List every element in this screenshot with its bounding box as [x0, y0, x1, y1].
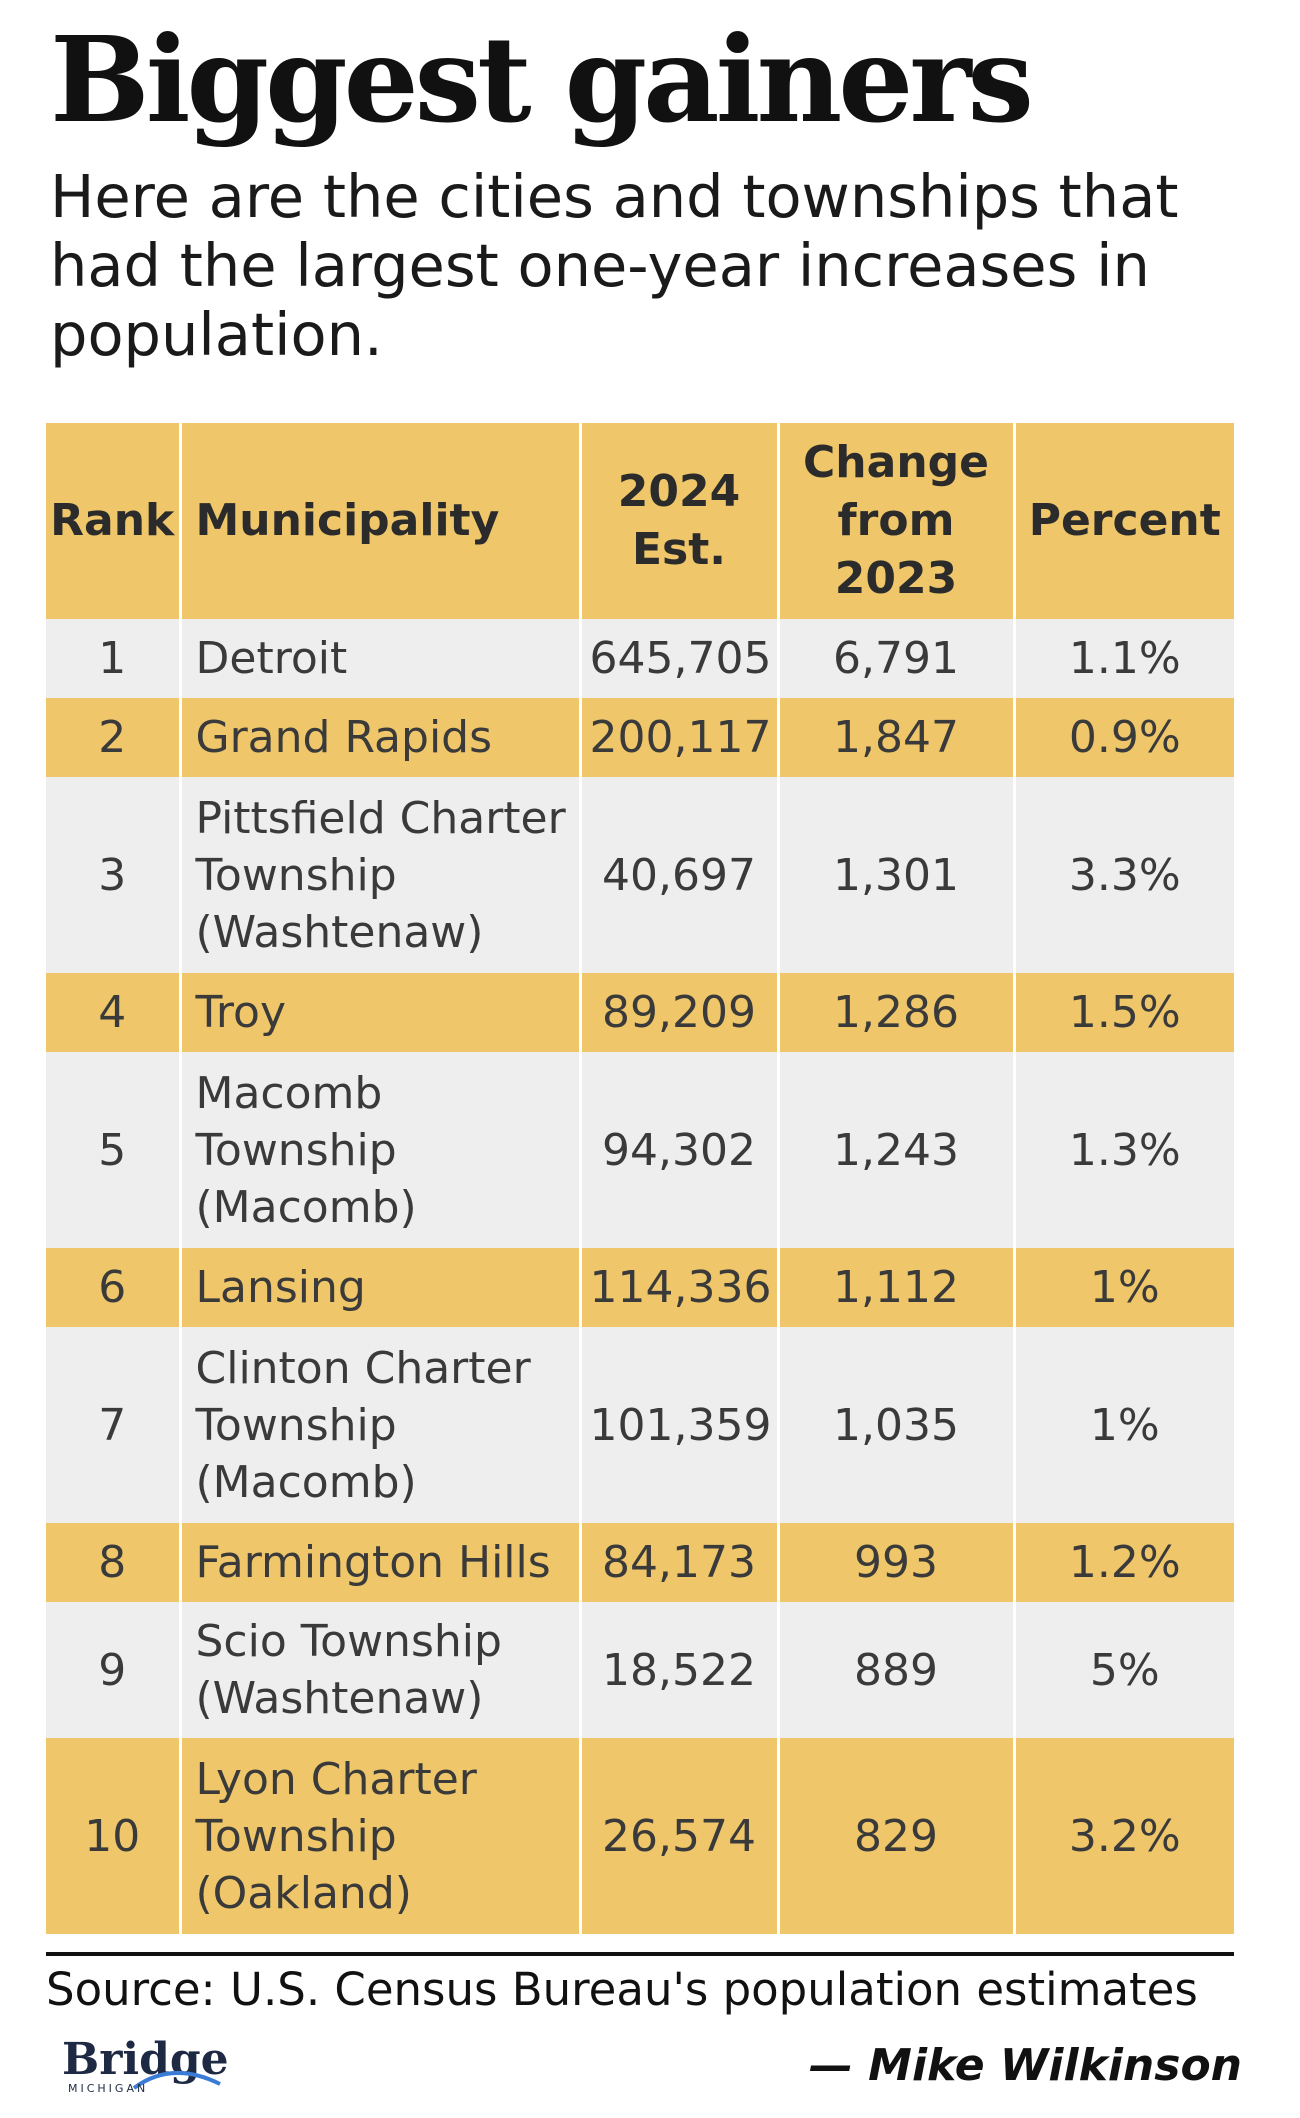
population-table-container: Rank Municipality 2024 Est. Change from … [46, 423, 1234, 1934]
cell-percent: 1.3% [1068, 1124, 1181, 1176]
cell-estimate: 200,117 [580, 698, 780, 777]
cell-municipality: Lyon Charter Township (Oakland) [180, 1738, 582, 1934]
cell-change: 889 [778, 1602, 1016, 1738]
cell-municipality: Lansing [180, 1248, 582, 1327]
cell-estimate: 114,336 [580, 1248, 780, 1327]
cell-change: 829 [778, 1738, 1016, 1934]
header-percent: Percent [1028, 495, 1221, 546]
cell-municipality: Scio Township (Washtenaw) [180, 1602, 582, 1738]
cell-change: 993 [778, 1523, 1016, 1602]
table-row: 1 Detroit 645,705 6,791 1.1% [46, 619, 1234, 698]
header-change: Change from 2023 [778, 423, 1016, 619]
cell-municipality: Macomb Township (Macomb) [180, 1052, 582, 1248]
table-row: 10 Lyon Charter Township (Oakland) 26,57… [46, 1738, 1234, 1934]
cell-rank: 1 [46, 619, 182, 698]
cell-estimate: 84,173 [580, 1523, 780, 1602]
table-row: 7 Clinton Charter Township (Macomb) 101,… [46, 1327, 1234, 1523]
cell-rank: 7 [46, 1327, 182, 1523]
cell-municipality: Clinton Charter Township (Macomb) [180, 1327, 582, 1523]
page-title: Biggest gainers [50, 10, 1034, 149]
table-row: 4 Troy 89,209 1,286 1.5% [46, 973, 1234, 1052]
cell-change: 1,035 [778, 1327, 1016, 1523]
header-municipality: Municipality [180, 423, 582, 619]
table-row: 6 Lansing 114,336 1,112 1% [46, 1248, 1234, 1327]
page-subtitle: Here are the cities and townships that h… [50, 162, 1179, 369]
table-row: 9 Scio Township (Washtenaw) 18,522 889 5… [46, 1602, 1234, 1738]
cell-rank: 9 [46, 1602, 182, 1738]
table-header-row: Rank Municipality 2024 Est. Change from … [46, 423, 1234, 619]
table-row: 3 Pittsfield Charter Township (Washtenaw… [46, 777, 1234, 973]
cell-estimate: 645,705 [580, 619, 780, 698]
cell-rank: 10 [46, 1738, 182, 1934]
table-row: 2 Grand Rapids 200,117 1,847 0.9% [46, 698, 1234, 777]
cell-change: 1,243 [778, 1052, 1016, 1248]
header-rank: Rank [46, 423, 182, 619]
cell-estimate: 40,697 [580, 777, 780, 973]
logo-subtext: MICHIGAN [68, 2082, 149, 2095]
cell-estimate: 26,574 [580, 1738, 780, 1934]
cell-municipality: Troy [180, 973, 582, 1052]
table-row: 5 Macomb Township (Macomb) 94,302 1,243 … [46, 1052, 1234, 1248]
cell-rank: 4 [46, 973, 182, 1052]
header-estimate-text: 2024 Est. [617, 466, 741, 575]
cell-municipality: Grand Rapids [180, 698, 582, 777]
header-estimate: 2024 Est. [580, 423, 780, 619]
cell-rank: 2 [46, 698, 182, 777]
cell-rank: 3 [46, 777, 182, 973]
cell-percent: 1.1% [1068, 633, 1181, 684]
table-row: 8 Farmington Hills 84,173 993 1.2% [46, 1523, 1234, 1602]
cell-estimate: 18,522 [580, 1602, 780, 1738]
cell-percent: 5% [1089, 1644, 1160, 1696]
cell-change: 1,112 [778, 1248, 1016, 1327]
population-table: Rank Municipality 2024 Est. Change from … [46, 423, 1234, 1934]
cell-change: 1,847 [778, 698, 1016, 777]
cell-percent: 1.5% [1068, 987, 1181, 1038]
header-change-text: Change from 2023 [803, 437, 989, 604]
cell-change: 1,301 [778, 777, 1016, 973]
cell-municipality: Detroit [180, 619, 582, 698]
cell-percent: 3.3% [1068, 849, 1181, 901]
cell-estimate: 94,302 [580, 1052, 780, 1248]
cell-estimate: 89,209 [580, 973, 780, 1052]
cell-change: 6,791 [778, 619, 1016, 698]
cell-change: 1,286 [778, 973, 1016, 1052]
cell-rank: 6 [46, 1248, 182, 1327]
cell-percent: 1.2% [1068, 1537, 1181, 1588]
byline: — Mike Wilkinson [808, 2040, 1242, 2091]
cell-municipality: Farmington Hills [180, 1523, 582, 1602]
cell-rank: 5 [46, 1052, 182, 1248]
logo-swoosh-icon [132, 2071, 221, 2090]
cell-municipality: Pittsfield Charter Township (Washtenaw) [180, 777, 582, 973]
bridge-michigan-logo: Bridge MICHIGAN [62, 2036, 229, 2098]
cell-percent: 1% [1089, 1262, 1160, 1313]
cell-percent: 3.2% [1068, 1810, 1181, 1862]
cell-rank: 8 [46, 1523, 182, 1602]
cell-percent: 1% [1089, 1399, 1160, 1451]
source-note: Source: U.S. Census Bureau's population … [46, 1952, 1234, 2018]
cell-estimate: 101,359 [580, 1327, 780, 1523]
cell-percent: 0.9% [1068, 712, 1181, 763]
